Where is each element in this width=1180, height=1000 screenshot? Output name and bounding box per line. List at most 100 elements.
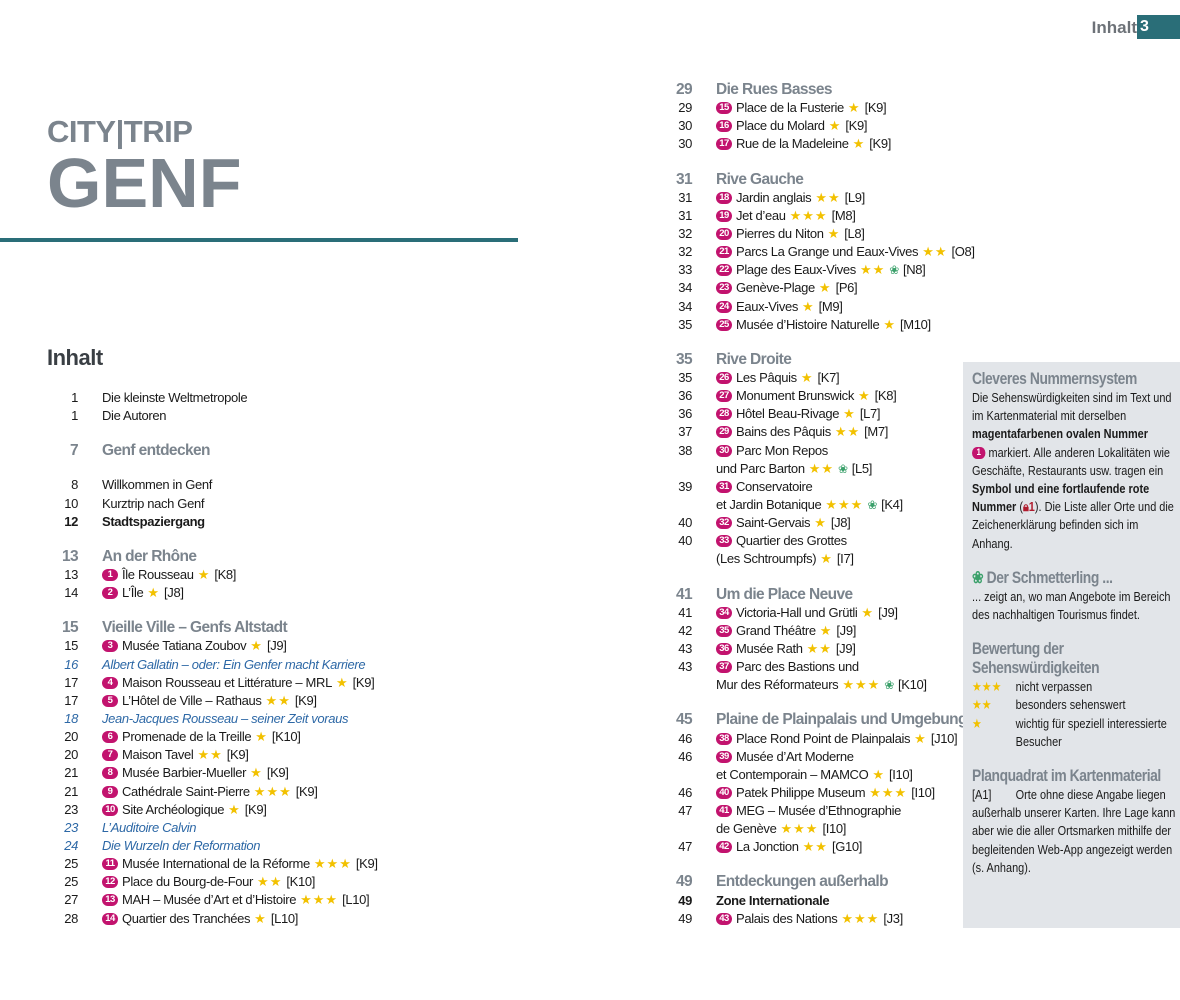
toc-entry[interactable]: 23 L’Auditoire Calvin [50, 819, 520, 837]
entry-text: 33 Quartier des Grottes [716, 532, 847, 550]
sight-number-badge: 23 [716, 282, 732, 295]
toc-entry[interactable]: 47 42 La Jonction ★★ [G10] [664, 838, 964, 856]
entry-text: Jean-Jacques Rousseau – seiner Zeit vora… [102, 710, 349, 728]
toc-entry[interactable]: 28 14 Quartier des Tranchées ★ [L10] [50, 910, 520, 928]
toc-entry[interactable]: 34 23 Genève-Plage ★ [P6] [664, 279, 964, 297]
entry-title: Die kleinste Weltmetropole [102, 390, 248, 405]
toc-entry[interactable]: 32 20 Pierres du Niton ★ [L8] [664, 225, 964, 243]
page-number: 17 [64, 692, 78, 708]
toc-entry[interactable]: 25 11 Musée International de la Réforme ★★★… [50, 855, 520, 873]
entry-title: Musée d’Histoire Naturelle [736, 316, 880, 332]
entry-title: de Genève [716, 821, 777, 837]
toc-entry[interactable]: 14 2 L’Île ★ [J8] [50, 584, 520, 602]
toc-entry[interactable]: 18 Jean-Jacques Rousseau – seiner Zeit vo… [50, 710, 520, 728]
entry-text: 23 Genève-Plage ★ [P6] [716, 279, 858, 297]
toc-entry[interactable]: 42 35 Grand Théâtre ★ [J9] [664, 622, 964, 640]
toc-entry[interactable]: 43 36 Musée Rath ★★ [J9] [664, 640, 964, 658]
toc-entry[interactable]: 33 22 Plage des Eaux-Vives ★★ ❀ [N8] [664, 261, 964, 279]
sight-number-badge: 5 [102, 694, 118, 707]
entry-title: Bains des Pâquis [736, 424, 831, 440]
map-grid-ref: [K9] [226, 747, 249, 763]
toc-entry[interactable]: 12 Stadtspaziergang [50, 513, 520, 531]
toc-entry[interactable]: 39 31 Conservatoire [664, 478, 964, 496]
page-number: 46 [678, 784, 692, 800]
toc-entry[interactable]: 21 9 Cathédrale Saint-Pierre ★★★ [K9] [50, 783, 520, 801]
sight-number-badge: 6 [102, 731, 118, 744]
toc-entry[interactable]: 36 27 Monument Brunswick ★ [K8] [664, 387, 964, 405]
star-rating-icon: ★ [872, 766, 885, 782]
toc-entry[interactable]: 31 18 Jardin anglais ★★ [L9] [664, 189, 964, 207]
toc-entry[interactable]: 23 10 Site Archéologique ★ [K9] [50, 801, 520, 819]
toc-entry[interactable]: 8 Willkommen in Genf [50, 476, 520, 494]
toc-entry[interactable]: 49 43 Palais des Nations ★★★ [J3] [664, 910, 964, 928]
toc-section-heading[interactable]: 35 Rive Droite [664, 351, 964, 369]
toc-entry[interactable]: 49 Zone Internationale [664, 892, 964, 910]
toc-entry[interactable]: 10 Kurztrip nach Genf [50, 495, 520, 513]
toc-entry[interactable]: 46 39 Musée d’Art Moderne [664, 748, 964, 766]
toc-entry[interactable]: 30 17 Rue de la Madeleine ★ [K9] [664, 135, 964, 153]
page-number: 35 [678, 316, 692, 332]
toc-entry[interactable]: 27 13 MAH – Musée d’Art et d’Histoire ★★★ [L… [50, 891, 520, 909]
toc-section-heading[interactable]: 45 Plaine de Plainpalais und Umgebung [664, 711, 968, 729]
toc-entry[interactable]: 1 Die kleinste Weltmetropole [50, 389, 520, 407]
toc-section-heading[interactable]: 7 Genf entdecken [50, 442, 520, 460]
toc-entry[interactable]: 46 40 Patek Philippe Museum ★★★ [I10] [664, 784, 964, 802]
toc-section-heading[interactable]: 29 Die Rues Basses [664, 81, 964, 99]
map-grid-ref: [J3] [883, 910, 903, 926]
toc-entry[interactable]: 29 15 Place de la Fusterie ★ [K9] [664, 99, 964, 117]
entry-title: Conservatoire [736, 478, 813, 494]
toc-entry[interactable]: 25 12 Place du Bourg-de-Four ★★ [K10] [50, 873, 520, 891]
toc-entry[interactable]: 35 25 Musée d’Histoire Naturelle ★ [M10] [664, 316, 964, 334]
toc-section-heading[interactable]: 49 Entdeckungen außerhalb [664, 873, 964, 891]
toc-entry[interactable]: 40 32 Saint-Gervais ★ [J8] [664, 514, 964, 532]
toc-entry[interactable]: 36 28 Hôtel Beau-Rivage ★ [L7] [664, 405, 964, 423]
toc-section-heading[interactable]: 31 Rive Gauche [664, 171, 964, 189]
star-rating-icon: ★ [335, 674, 349, 690]
toc-entry[interactable]: 13 1 Île Rousseau ★ [K8] [50, 566, 520, 584]
toc-entry[interactable]: 21 8 Musée Barbier-Mueller ★ [K9] [50, 764, 520, 782]
toc-entry[interactable]: 46 38 Place Rond Point de Plainpalais ★ [J10… [664, 730, 964, 748]
sight-number-badge: 17 [716, 138, 732, 151]
map-grid-ref: [K10] [286, 874, 315, 890]
rating-list: ★★★ nicht verpassen ★★ besonders sehenswert… [972, 678, 1180, 751]
entry-title: Musée Barbier-Mueller [122, 765, 247, 781]
toc-entry[interactable]: 15 3 Musée Tatiana Zoubov ★ [J9] [50, 637, 520, 655]
toc-entry[interactable]: 20 7 Maison Tavel ★★ [K9] [50, 746, 520, 764]
toc-entry[interactable]: 16 Albert Gallatin – oder: Ein Genfer mac… [50, 656, 520, 674]
entry-text: 21 Parcs La Grange und Eaux-Vives ★★ [O8] [716, 243, 975, 261]
toc-entry[interactable]: 1 Die Autoren [50, 407, 520, 425]
toc-entry[interactable]: 34 24 Eaux-Vives ★ [M9] [664, 298, 964, 316]
rating-item: ★★ besonders sehenswert [972, 696, 1180, 714]
toc-section-heading[interactable]: 13 An der Rhône [50, 548, 520, 566]
text: Die Sehenswürdigkeiten sind im Text und … [972, 390, 1172, 424]
toc-entry[interactable]: 17 4 Maison Rousseau et Littérature – MRL ★… [50, 674, 520, 692]
entry-text: 35 Grand Théâtre ★ [J9] [716, 622, 856, 640]
page-number: 13 [61, 547, 79, 565]
toc-entry[interactable]: 20 6 Promenade de la Treille ★ [K10] [50, 728, 520, 746]
toc-entry[interactable]: 24 Die Wurzeln der Reformation [50, 837, 520, 855]
page-number-empty [664, 550, 692, 568]
entry-title: (Les Schtroumpfs) [716, 551, 817, 567]
toc-entry[interactable]: 38 30 Parc Mon Repos [664, 442, 964, 460]
entry-title: Quartier des Tranchées [122, 910, 251, 926]
toc-entry[interactable]: 47 41 MEG – Musée d’Ethnographie [664, 802, 964, 820]
entry-title: und Parc Barton [716, 460, 805, 476]
toc-entry-continuation: et Contemporain – MAMCO ★ [I10] [664, 766, 964, 784]
toc-section-heading[interactable]: 15 Vieille Ville – Genfs Altstadt [50, 619, 520, 637]
toc-entry[interactable]: 35 26 Les Pâquis ★ [K7] [664, 369, 964, 387]
toc-entry[interactable]: 31 19 Jet d’eau ★★★ [M8] [664, 207, 964, 225]
toc-entry[interactable]: 41 34 Victoria-Hall und Grütli ★ [J9] [664, 604, 964, 622]
toc-section-heading[interactable]: 41 Um die Place Neuve [664, 586, 964, 604]
toc-entry[interactable]: 30 16 Place du Molard ★ [K9] [664, 117, 964, 135]
toc-entry[interactable]: 32 21 Parcs La Grange und Eaux-Vives ★★ [O8] [664, 243, 975, 261]
toc-entry[interactable]: 40 33 Quartier des Grottes [664, 532, 964, 550]
map-grid-ref: [L8] [844, 225, 865, 241]
page-number: 20 [64, 729, 78, 745]
toc-entry[interactable]: 37 29 Bains des Pâquis ★★ [M7] [664, 423, 964, 441]
toc-entry[interactable]: 17 5 L’Hôtel de Ville – Rathaus ★★ [K9] [50, 692, 520, 710]
grid-text: [A1] Orte ohne diese Angabe liegen außerh… [972, 786, 1180, 877]
entry-title: Rive Droite [716, 350, 792, 368]
entry-text: 1 Île Rousseau ★ [K8] [102, 566, 236, 584]
map-grid-ref: [N8] [902, 262, 926, 278]
toc-entry[interactable]: 43 37 Parc des Bastions und [664, 658, 964, 676]
